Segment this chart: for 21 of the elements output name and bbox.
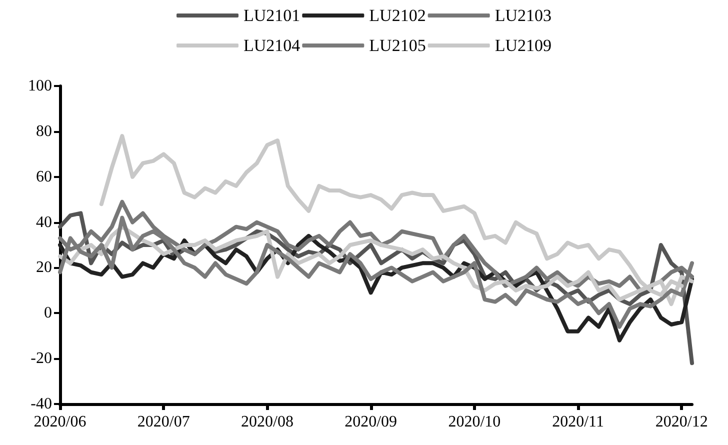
x-tick-label: 2020/08 (240, 414, 294, 430)
x-tick-label: 2020/10 (448, 414, 501, 430)
legend-label: LU2105 (369, 36, 426, 55)
x-tick-label: 2020/09 (344, 414, 398, 430)
x-tick-label: 2020/06 (34, 414, 86, 430)
legend-label: LU2104 (244, 36, 301, 55)
legend-label: LU2103 (494, 6, 552, 25)
legend-label: LU2102 (369, 6, 426, 25)
y-tick-label: 20 (36, 259, 52, 276)
x-tick-label: 2020/12 (655, 414, 708, 430)
y-tick-label: 60 (36, 168, 52, 186)
x-tick-label: 2020/11 (552, 414, 604, 430)
y-tick-label: 0 (44, 304, 52, 322)
legend-label: LU2109 (494, 36, 552, 55)
legend-label: LU2101 (244, 6, 300, 25)
y-tick-label: 40 (36, 214, 52, 231)
x-tick-label: 2020/07 (137, 414, 190, 430)
y-tick-label: 100 (28, 78, 52, 94)
y-tick-label: -20 (30, 350, 52, 368)
y-tick-label: 80 (36, 122, 52, 140)
y-tick-label: -40 (30, 396, 52, 412)
